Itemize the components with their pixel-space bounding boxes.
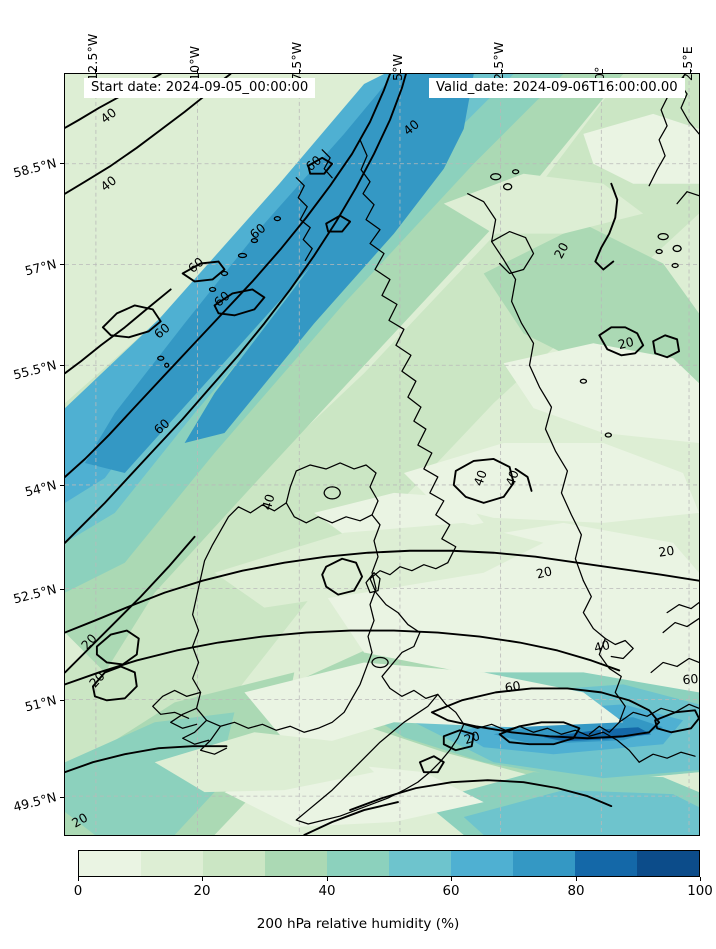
colorbar-tick [327, 877, 329, 881]
contour-inline-labels: 40 40 60 60 60 60 60 60 40 40 40 40 20 2… [69, 105, 699, 831]
colorbar-tick [202, 877, 204, 881]
xtick-mark [501, 69, 503, 73]
svg-text:20: 20 [69, 810, 90, 831]
colorbar-segment-0 [79, 851, 141, 876]
ytick-mark [60, 163, 64, 165]
svg-text:60: 60 [504, 678, 522, 696]
colorbar-segment-7 [513, 851, 575, 876]
ytick-mark [60, 797, 64, 799]
ytick-label-0: 58.5°N [11, 155, 58, 181]
xtick-label-0: 12.5°W [85, 33, 100, 81]
ytick-label-2: 55.5°N [11, 357, 58, 383]
colorbar-tick [576, 877, 578, 881]
svg-text:20: 20 [616, 334, 635, 352]
xtick-mark [197, 69, 199, 73]
colorbar-segment-4 [327, 851, 389, 876]
humidity-contour-map: 40 40 60 60 60 60 60 60 40 40 40 40 20 2… [65, 74, 699, 835]
contour-lines [65, 74, 699, 835]
map-gridlines [65, 74, 699, 835]
svg-text:60: 60 [682, 671, 699, 688]
ytick-mark [60, 264, 64, 266]
svg-text:40: 40 [502, 468, 522, 488]
xtick-mark [95, 69, 97, 73]
ytick-mark [60, 365, 64, 367]
svg-text:40: 40 [259, 492, 278, 511]
xtick-label-2: 7.5°W [289, 41, 304, 81]
colorbar-segment-5 [389, 851, 451, 876]
svg-text:20: 20 [462, 728, 482, 747]
svg-text:20: 20 [535, 563, 554, 581]
xtick-label-6: 2.5°E [680, 46, 695, 81]
colorbar-tick [700, 877, 702, 881]
colorbar-segment-8 [575, 851, 637, 876]
colorbar-label-5: 100 [687, 884, 713, 899]
svg-text:40: 40 [592, 637, 611, 655]
colorbar-label-4: 80 [567, 884, 585, 899]
colorbar-label-3: 60 [442, 884, 460, 899]
colorbar-label-1: 20 [193, 884, 211, 899]
svg-text:40: 40 [470, 468, 490, 488]
colorbar-tick [451, 877, 453, 881]
svg-text:20: 20 [657, 543, 675, 560]
xtick-mark [299, 69, 301, 73]
valid-date-annotation: Valid_date: 2024-09-06T16:00:00.00 [429, 78, 685, 99]
xtick-label-1: 10°W [187, 45, 202, 81]
xtick-label-4: 2.5°W [491, 41, 506, 81]
colorbar-label-0: 0 [73, 884, 83, 899]
ytick-label-6: 49.5°N [11, 789, 58, 815]
colorbar-axis-label: 200 hPa relative humidity (%) [256, 916, 460, 932]
ytick-label-3: 54°N [23, 477, 58, 500]
colorbar[interactable] [78, 850, 700, 877]
ytick-label-1: 57°N [23, 256, 58, 279]
xtick-label-3: 5°W [390, 53, 405, 81]
colorbar-tick [78, 877, 80, 881]
xtick-mark [400, 69, 402, 73]
colorbar-segment-6 [451, 851, 513, 876]
map-axes[interactable]: 40 40 60 60 60 60 60 60 40 40 40 40 20 2… [64, 73, 700, 836]
ytick-label-4: 52.5°N [11, 581, 58, 607]
colorbar-segment-9 [637, 851, 699, 876]
ytick-mark [60, 485, 64, 487]
colorbar-segment-1 [141, 851, 203, 876]
coastlines [152, 74, 699, 825]
xtick-mark [690, 69, 692, 73]
svg-text:20: 20 [551, 240, 572, 261]
colorbar-segment-2 [203, 851, 265, 876]
ytick-mark [60, 700, 64, 702]
ytick-mark [60, 589, 64, 591]
ytick-label-5: 51°N [23, 692, 58, 715]
colorbar-label-2: 40 [318, 884, 336, 899]
xtick-mark [602, 69, 604, 73]
filled-contour-bands [65, 74, 699, 835]
start-date-annotation: Start date: 2024-09-05_00:00:00 [84, 78, 316, 99]
colorbar-segment-3 [265, 851, 327, 876]
